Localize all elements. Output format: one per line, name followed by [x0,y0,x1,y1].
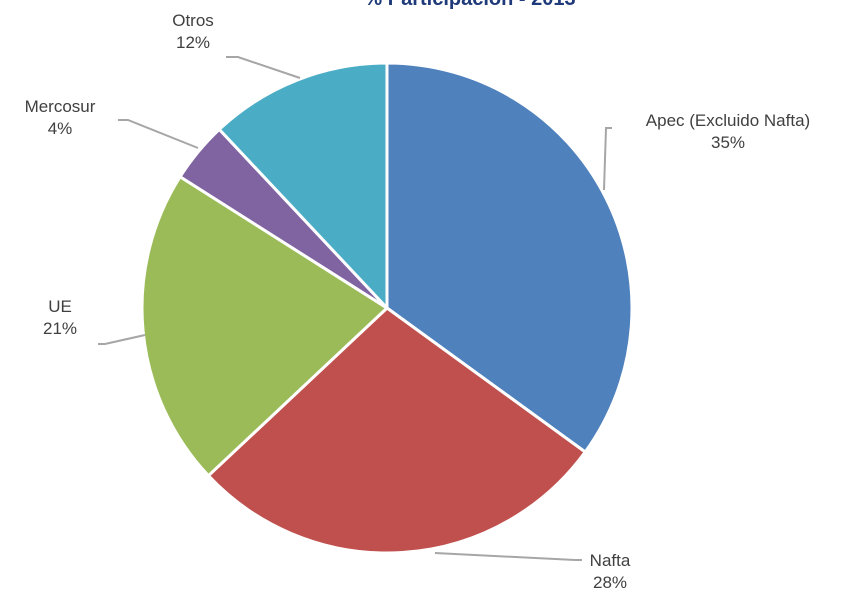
pie-slice-ue [140,175,389,478]
slice-label-name: UE [48,297,72,316]
pie-slice-apec-excluido-nafta [385,61,634,454]
slice-label-percent: 4% [48,119,73,138]
slice-label-percent: 12% [176,33,210,52]
slice-label-name: Otros [172,11,214,30]
pie-slices [140,61,634,555]
slice-label-name: Apec (Excluido Nafta) [646,111,810,130]
leader-line [434,552,582,561]
pie-slice-nafta [206,306,587,555]
slice-label-name: Nafta [590,551,631,570]
leader-lines [98,56,612,561]
slice-label-percent: 35% [711,133,745,152]
slice-labels: Apec (Excluido Nafta) 35% Nafta 28% UE 21% Mer… [25,11,811,592]
slice-label-name: Mercosur [25,97,96,116]
slice-label-percent: 28% [593,573,627,592]
chart-title: % Participación - 2013 [364,0,575,10]
leader-line [98,334,146,345]
leader-line [118,119,199,149]
slice-label-percent: 21% [43,319,77,338]
leader-line [226,56,301,79]
leader-line [603,127,612,191]
pie-slice-otros [217,61,389,310]
